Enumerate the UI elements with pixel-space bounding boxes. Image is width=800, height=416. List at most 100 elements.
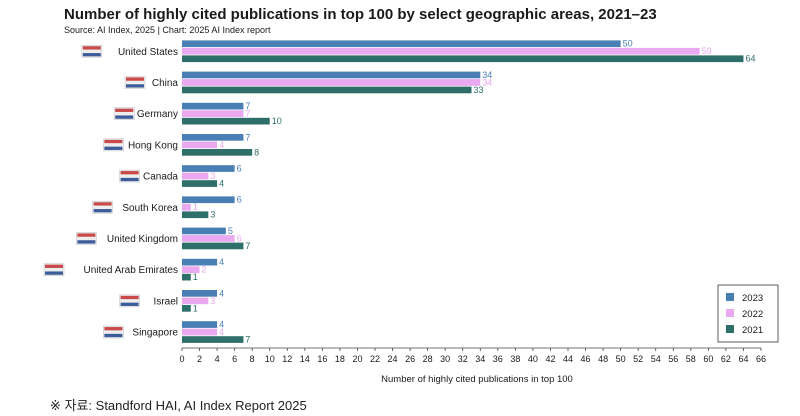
- flag-stripe-top: [115, 108, 134, 112]
- bar-united-kingdom-2021: [182, 242, 244, 250]
- flag-stripe-bottom: [104, 333, 123, 338]
- bar-south-korea-2022: [182, 203, 191, 211]
- category-label-china: China: [152, 78, 179, 89]
- bar-israel-2021: [182, 305, 191, 312]
- x-tick-label-4: 4: [215, 354, 220, 364]
- bar-united-states-2021: [182, 55, 744, 63]
- value-label-united-arab-emirates-2021: 1: [193, 272, 198, 282]
- value-label-canada-2022: 3: [210, 171, 215, 181]
- flag-icon-canada: [119, 169, 140, 183]
- x-tick-label-30: 30: [440, 354, 450, 364]
- x-tick-label-2: 2: [197, 354, 202, 364]
- bar-canada-2023: [182, 165, 235, 172]
- x-tick-label-14: 14: [300, 354, 310, 364]
- category-label-israel: Israel: [154, 296, 178, 307]
- bar-united-arab-emirates-2021: [182, 273, 191, 281]
- category-label-singapore: Singapore: [132, 328, 178, 339]
- bar-chart: United States China Germany Hong Kong Canada…: [43, 39, 779, 385]
- x-tick-label-40: 40: [528, 354, 538, 364]
- flag-icon-germany: [113, 107, 135, 120]
- flag-stripe-bottom: [120, 177, 139, 182]
- x-tick-label-24: 24: [388, 354, 398, 364]
- value-label-china-2022: 34: [482, 77, 492, 87]
- bar-china-2021: [182, 86, 472, 94]
- flag-icon-united-states: [81, 44, 103, 58]
- flag-icon-china: [124, 76, 146, 89]
- x-tick-label-26: 26: [405, 354, 415, 364]
- flag-icons: [43, 44, 146, 339]
- x-tick-label-42: 42: [545, 354, 555, 364]
- value-label-united-states-2022: 59: [702, 46, 712, 56]
- value-label-hong-kong-2022: 4: [219, 140, 224, 150]
- flag-icon-hong-kong: [103, 138, 124, 152]
- value-label-germany-2021: 10: [272, 116, 282, 126]
- flag-stripe-bottom: [120, 302, 139, 306]
- flag-stripe-top: [45, 264, 63, 268]
- legend-swatch-2021: [726, 325, 734, 333]
- x-tick-label-20: 20: [352, 354, 362, 364]
- chart-title: Number of highly cited publications in t…: [64, 6, 657, 23]
- value-label-china-2023: 34: [482, 70, 492, 80]
- bar-israel-2022: [182, 297, 209, 305]
- bar-germany-2023: [182, 102, 244, 110]
- value-label-israel-2022: 3: [210, 296, 215, 306]
- value-label-united-states-2023: 50: [623, 39, 633, 49]
- value-label-south-korea-2021: 3: [210, 210, 215, 220]
- x-tick-label-66: 66: [756, 354, 766, 364]
- chart-subtitle: Source: AI Index, 2025 | Chart: 2025 AI …: [64, 25, 271, 35]
- category-label-south-korea: South Korea: [122, 203, 178, 214]
- flag-icon-united-kingdom: [76, 232, 97, 245]
- x-tick-label-56: 56: [668, 354, 678, 364]
- flag-stripe-top: [93, 202, 112, 206]
- x-tick-label-54: 54: [651, 354, 661, 364]
- flag-stripe-top: [126, 77, 144, 81]
- value-label-south-korea-2022: 1: [193, 202, 198, 212]
- value-label-united-states-2021: 64: [745, 54, 755, 64]
- x-tick-label-38: 38: [510, 354, 520, 364]
- category-label-hong-kong: Hong Kong: [128, 140, 178, 151]
- flag-stripe-bottom: [104, 146, 123, 150]
- bar-singapore-2022: [182, 328, 218, 336]
- x-axis-title: Number of highly cited publications in t…: [381, 374, 573, 385]
- legend-label-2022: 2022: [742, 309, 763, 320]
- flag-stripe-top: [104, 139, 123, 144]
- bar-hong-kong-2022: [182, 141, 218, 149]
- bar-israel-2023: [182, 290, 218, 297]
- x-tick-label-52: 52: [633, 354, 643, 364]
- bar-united-arab-emirates-2023: [182, 258, 218, 266]
- flag-stripe-top: [120, 171, 139, 175]
- value-label-united-kingdom-2022: 6: [237, 233, 242, 243]
- bar-singapore-2021: [182, 336, 244, 343]
- value-label-singapore-2023: 4: [219, 320, 224, 330]
- bar-canada-2022: [182, 172, 209, 180]
- x-tick-label-0: 0: [179, 354, 184, 364]
- x-tick-label-34: 34: [475, 354, 485, 364]
- category-labels: United States China Germany Hong Kong Canada…: [84, 47, 179, 339]
- flag-icon-united-arab-emirates: [43, 263, 65, 276]
- category-label-united-arab-emirates: United Arab Emirates: [84, 265, 179, 276]
- value-label-germany-2022: 7: [245, 109, 250, 119]
- value-label-united-kingdom-2023: 5: [228, 226, 233, 236]
- value-label-china-2021: 33: [474, 85, 484, 95]
- flag-stripe-bottom: [126, 84, 144, 88]
- flag-stripe-bottom: [45, 271, 63, 275]
- x-tick-label-50: 50: [616, 354, 626, 364]
- bar-singapore-2023: [182, 321, 218, 328]
- legend: 2023 2022 2021: [717, 284, 779, 343]
- value-label-israel-2021: 1: [193, 303, 198, 313]
- x-tick-label-44: 44: [563, 354, 573, 364]
- value-label-singapore-2022: 4: [219, 327, 224, 337]
- x-tick-label-46: 46: [581, 354, 591, 364]
- category-label-united-states: United States: [118, 47, 178, 58]
- value-label-hong-kong-2023: 7: [245, 132, 250, 142]
- x-tick-label-22: 22: [370, 354, 380, 364]
- x-tick-label-36: 36: [493, 354, 503, 364]
- bar-united-arab-emirates-2022: [182, 266, 200, 273]
- x-tick-label-18: 18: [335, 354, 345, 364]
- flag-icon-south-korea: [92, 200, 113, 214]
- x-tick-label-60: 60: [703, 354, 713, 364]
- x-axis: 0 2 4 6 8 10 12 14 16 18 20 22 24 26 28 30 32 34 36 38 40 42 4…: [179, 347, 766, 385]
- flag-icon-israel: [119, 294, 140, 308]
- x-tick-label-16: 16: [317, 354, 327, 364]
- legend-label-2023: 2023: [742, 293, 763, 304]
